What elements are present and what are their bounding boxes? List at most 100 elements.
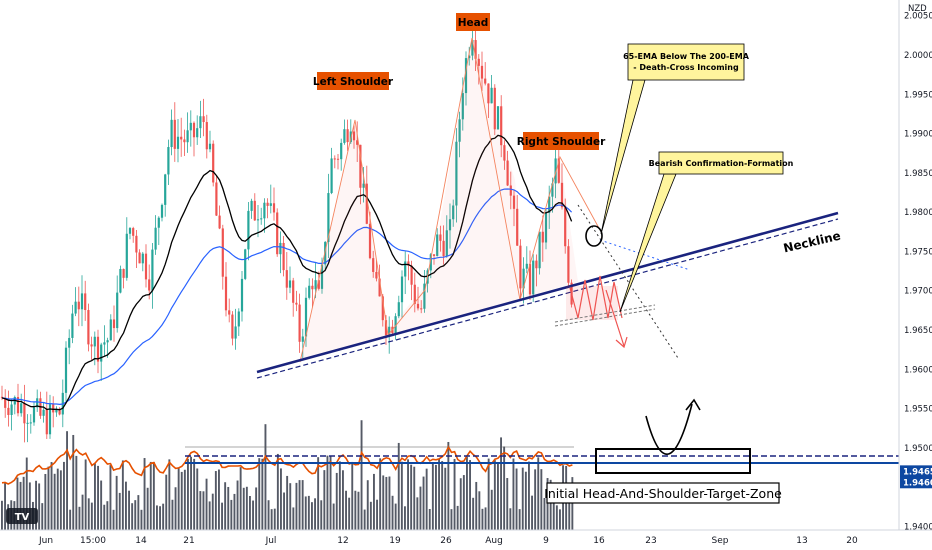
time-tick-12: 12 <box>337 536 348 546</box>
volume-bar-28 <box>87 498 90 530</box>
candle-body-98 <box>314 280 317 290</box>
volume-bar-150 <box>466 457 468 530</box>
volume-bar-103 <box>320 500 323 530</box>
candle-body-74 <box>237 311 240 327</box>
candle-body-137 <box>439 234 442 241</box>
candle-body-116 <box>372 258 375 272</box>
time-tick-Aug: Aug <box>485 536 503 546</box>
candle-body-111 <box>356 140 359 145</box>
volume-bar-23 <box>72 434 75 530</box>
candle-body-63 <box>202 116 205 123</box>
candle-body-157 <box>503 145 506 161</box>
candle-body-8 <box>26 422 29 424</box>
time-tick-23: 23 <box>645 536 656 546</box>
volume-bar-96 <box>298 480 301 530</box>
candle-body-36 <box>116 292 119 329</box>
volume-bar-80 <box>249 496 251 530</box>
volume-bar-160 <box>497 463 499 530</box>
time-axis[interactable]: Jun 15:00 14 21 Jul 12 19 26 Aug 9 16 23 Sep 13 20 <box>38 536 858 546</box>
candle-body-115 <box>368 223 372 259</box>
candle-body-118 <box>378 278 381 297</box>
volume-bar-37 <box>115 475 118 530</box>
volume-bar-16 <box>50 462 53 530</box>
volume-bar-72 <box>224 482 227 530</box>
volume-bar-0 <box>1 500 3 530</box>
volume-bar-138 <box>428 508 431 530</box>
candle-body-76 <box>244 249 247 279</box>
volume-bar-145 <box>450 509 453 530</box>
candle-body-129 <box>413 284 416 304</box>
volume-bar-85 <box>264 424 267 530</box>
neckline-dashed <box>256 218 839 379</box>
candle-body-22 <box>71 313 74 338</box>
candle-body-172 <box>551 183 554 197</box>
candle-body-33 <box>106 340 109 343</box>
candle-body-57 <box>183 139 186 143</box>
volume-ma-line <box>1 445 573 485</box>
volume-bar-105 <box>326 455 329 530</box>
volume-bar-156 <box>484 507 487 530</box>
price-tick-1.95500: 1.95500 <box>904 405 932 415</box>
candles-layer <box>0 20 573 443</box>
volume-bar-56 <box>174 487 177 530</box>
bearish-callout: Bearish Confirmation-Formation <box>619 151 794 313</box>
down-arrow-head <box>615 336 628 349</box>
price-tick-1.96500: 1.96500 <box>904 326 932 336</box>
volume-bar-161 <box>500 437 502 530</box>
candle-body-78 <box>250 200 253 211</box>
candle-body-47 <box>151 249 154 291</box>
volume-bar-43 <box>134 500 137 530</box>
volume-bar-94 <box>292 507 295 530</box>
volume-bar-117 <box>363 509 366 530</box>
volume-bar-65 <box>202 491 205 530</box>
candle-body-9 <box>29 422 32 424</box>
candle-body-91 <box>292 280 295 303</box>
target-zone-label-text: Initial Head-And-Shoulder-Target-Zone <box>544 486 782 501</box>
volume-bar-48 <box>149 461 152 530</box>
candle-body-161 <box>516 208 519 246</box>
volume-bar-126 <box>391 495 394 530</box>
candle-body-81 <box>260 218 263 220</box>
volume-bar-125 <box>388 476 391 530</box>
volume-bar-62 <box>193 458 196 530</box>
time-tick-16: 16 <box>593 536 605 546</box>
candle-body-14 <box>45 409 48 435</box>
target-zone-box <box>595 448 751 474</box>
volume-bar-113 <box>351 461 354 530</box>
candle-body-120 <box>384 320 388 336</box>
candle-body-34 <box>109 319 112 341</box>
volume-bar-60 <box>187 458 189 530</box>
candle-body-132 <box>423 283 426 309</box>
price-axis[interactable]: 2.00500 2.00000 1.99500 1.99000 1.98500 1.980… <box>900 12 932 533</box>
candle-body-156 <box>500 106 503 146</box>
volume-bar-146 <box>453 458 456 530</box>
right-shoulder-label-text: Right Shoulder <box>517 136 606 148</box>
candle-body-141 <box>452 205 455 220</box>
candle-body-41 <box>132 228 135 236</box>
candle-body-7 <box>23 403 26 424</box>
price-tick-1.97000: 1.97000 <box>904 287 932 297</box>
ema-callout-line2: - Death-Cross Incoming <box>633 63 739 72</box>
candle-body-5 <box>16 397 20 414</box>
candle-body-171 <box>548 196 551 213</box>
volume-bar-134 <box>416 497 419 530</box>
time-tick-14: 14 <box>135 536 147 546</box>
time-tick-Sep: Sep <box>712 536 729 546</box>
volume-bar-101 <box>314 498 316 530</box>
price-tick-1.98500: 1.98500 <box>904 169 932 179</box>
price-tick-1.96000: 1.96000 <box>904 365 932 375</box>
ema-callout-box <box>627 43 745 81</box>
bearish-callout-box <box>658 151 784 175</box>
candle-body-67 <box>215 182 218 216</box>
candle-body-159 <box>509 185 512 196</box>
left-shoulder-label: Left Shoulder <box>313 72 394 90</box>
volume-bar-130 <box>404 506 406 530</box>
volume-bar-27 <box>84 459 87 530</box>
volume-bar-59 <box>183 469 186 530</box>
volume-bar-64 <box>199 491 202 530</box>
volume-bar-166 <box>515 468 518 530</box>
candle-body-1 <box>4 397 7 408</box>
volume-bar-111 <box>345 490 347 530</box>
candle-body-105 <box>336 158 340 160</box>
